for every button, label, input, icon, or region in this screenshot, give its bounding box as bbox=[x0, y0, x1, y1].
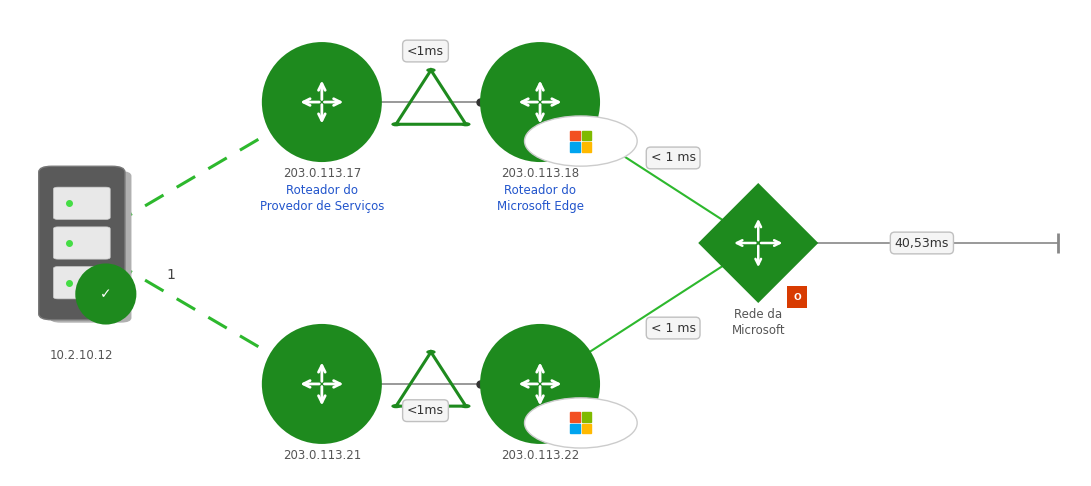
Text: <1ms: <1ms bbox=[407, 404, 444, 417]
Circle shape bbox=[525, 116, 637, 166]
Circle shape bbox=[525, 398, 637, 448]
Text: 10.2.10.12: 10.2.10.12 bbox=[50, 349, 113, 362]
Text: 203.0.113.21: 203.0.113.21 bbox=[283, 449, 361, 462]
Text: 40,53ms: 40,53ms bbox=[895, 237, 949, 249]
Ellipse shape bbox=[480, 42, 600, 162]
Polygon shape bbox=[698, 183, 818, 303]
FancyBboxPatch shape bbox=[53, 267, 110, 299]
Circle shape bbox=[461, 404, 470, 408]
Text: 203.0.113.18: 203.0.113.18 bbox=[501, 167, 579, 180]
FancyBboxPatch shape bbox=[39, 166, 124, 320]
Text: < 1 ms: < 1 ms bbox=[650, 152, 696, 164]
Bar bbox=[571, 142, 579, 152]
Bar bbox=[571, 131, 579, 140]
Text: < 1 ms: < 1 ms bbox=[650, 322, 696, 334]
Text: 1: 1 bbox=[123, 189, 132, 203]
Text: Roteador do
Provedor de Serviços: Roteador do Provedor de Serviços bbox=[260, 184, 384, 213]
Circle shape bbox=[427, 350, 435, 354]
Bar bbox=[582, 424, 591, 434]
Circle shape bbox=[427, 68, 435, 72]
Text: Roteador do
Microsoft Edge: Roteador do Microsoft Edge bbox=[496, 184, 584, 213]
Text: Rede da
Microsoft: Rede da Microsoft bbox=[731, 308, 786, 337]
Bar bbox=[582, 413, 591, 422]
Bar bbox=[582, 142, 591, 152]
Bar bbox=[571, 424, 579, 434]
Ellipse shape bbox=[262, 324, 382, 444]
Text: 1: 1 bbox=[166, 268, 176, 282]
FancyBboxPatch shape bbox=[53, 187, 110, 219]
Circle shape bbox=[392, 404, 400, 408]
Bar bbox=[582, 131, 591, 140]
FancyBboxPatch shape bbox=[53, 227, 110, 259]
Text: ✓: ✓ bbox=[100, 287, 111, 301]
Text: 203.0.113.22: 203.0.113.22 bbox=[501, 449, 579, 462]
Circle shape bbox=[461, 122, 470, 126]
Ellipse shape bbox=[480, 324, 600, 444]
Text: O: O bbox=[793, 293, 801, 301]
Ellipse shape bbox=[75, 263, 136, 325]
FancyBboxPatch shape bbox=[50, 171, 131, 323]
Bar bbox=[788, 286, 807, 308]
Text: 203.0.113.17: 203.0.113.17 bbox=[283, 167, 361, 180]
Ellipse shape bbox=[262, 42, 382, 162]
Text: <1ms: <1ms bbox=[407, 45, 444, 57]
Circle shape bbox=[392, 122, 400, 126]
Bar bbox=[571, 413, 579, 422]
